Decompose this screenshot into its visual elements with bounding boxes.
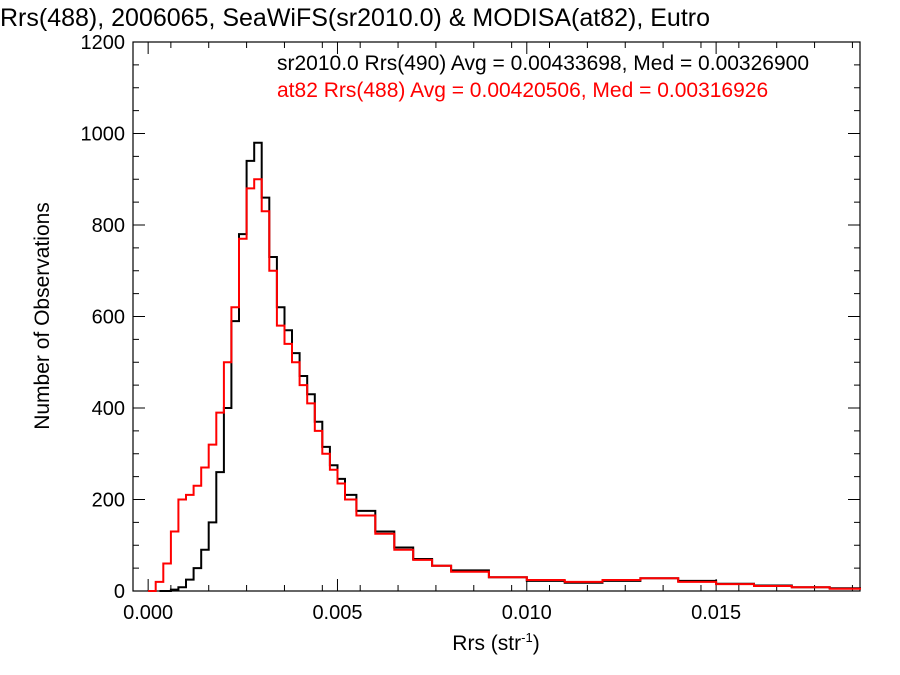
x-tick-label: 0.000 <box>123 602 173 624</box>
y-tick-label: 1200 <box>81 32 126 54</box>
y-tick-label: 800 <box>92 215 125 237</box>
plot-frame <box>132 41 861 592</box>
y-tick-label: 400 <box>92 398 125 420</box>
y-axis: 0 200 400 600 800 1000 1200 <box>81 32 860 603</box>
x-axis-label: Rrs (str-1) <box>452 630 539 655</box>
y-tick-label: 0 <box>114 581 125 603</box>
y-tick-label: 600 <box>92 307 125 329</box>
series-line-black <box>159 141 861 592</box>
chart-title: Rrs(488), 2006065, SeaWiFS(sr2010.0) & M… <box>0 4 710 32</box>
series-line-red <box>148 178 861 592</box>
y-tick-label: 200 <box>92 490 125 512</box>
x-tick-label: 0.010 <box>502 602 552 624</box>
series-group <box>148 141 861 592</box>
legend-entry-red: at82 Rrs(488) Avg = 0.00420506, Med = 0.… <box>277 79 768 102</box>
y-axis-label: Number of Observations <box>31 202 54 430</box>
x-tick-label: 0.005 <box>312 602 362 624</box>
y-tick-label: 1000 <box>81 124 126 146</box>
x-tick-label: 0.015 <box>691 602 741 624</box>
legend-entry-black: sr2010.0 Rrs(490) Avg = 0.00433698, Med … <box>277 52 809 75</box>
x-axis: 0.000 0.005 0.010 0.015 <box>123 42 853 624</box>
